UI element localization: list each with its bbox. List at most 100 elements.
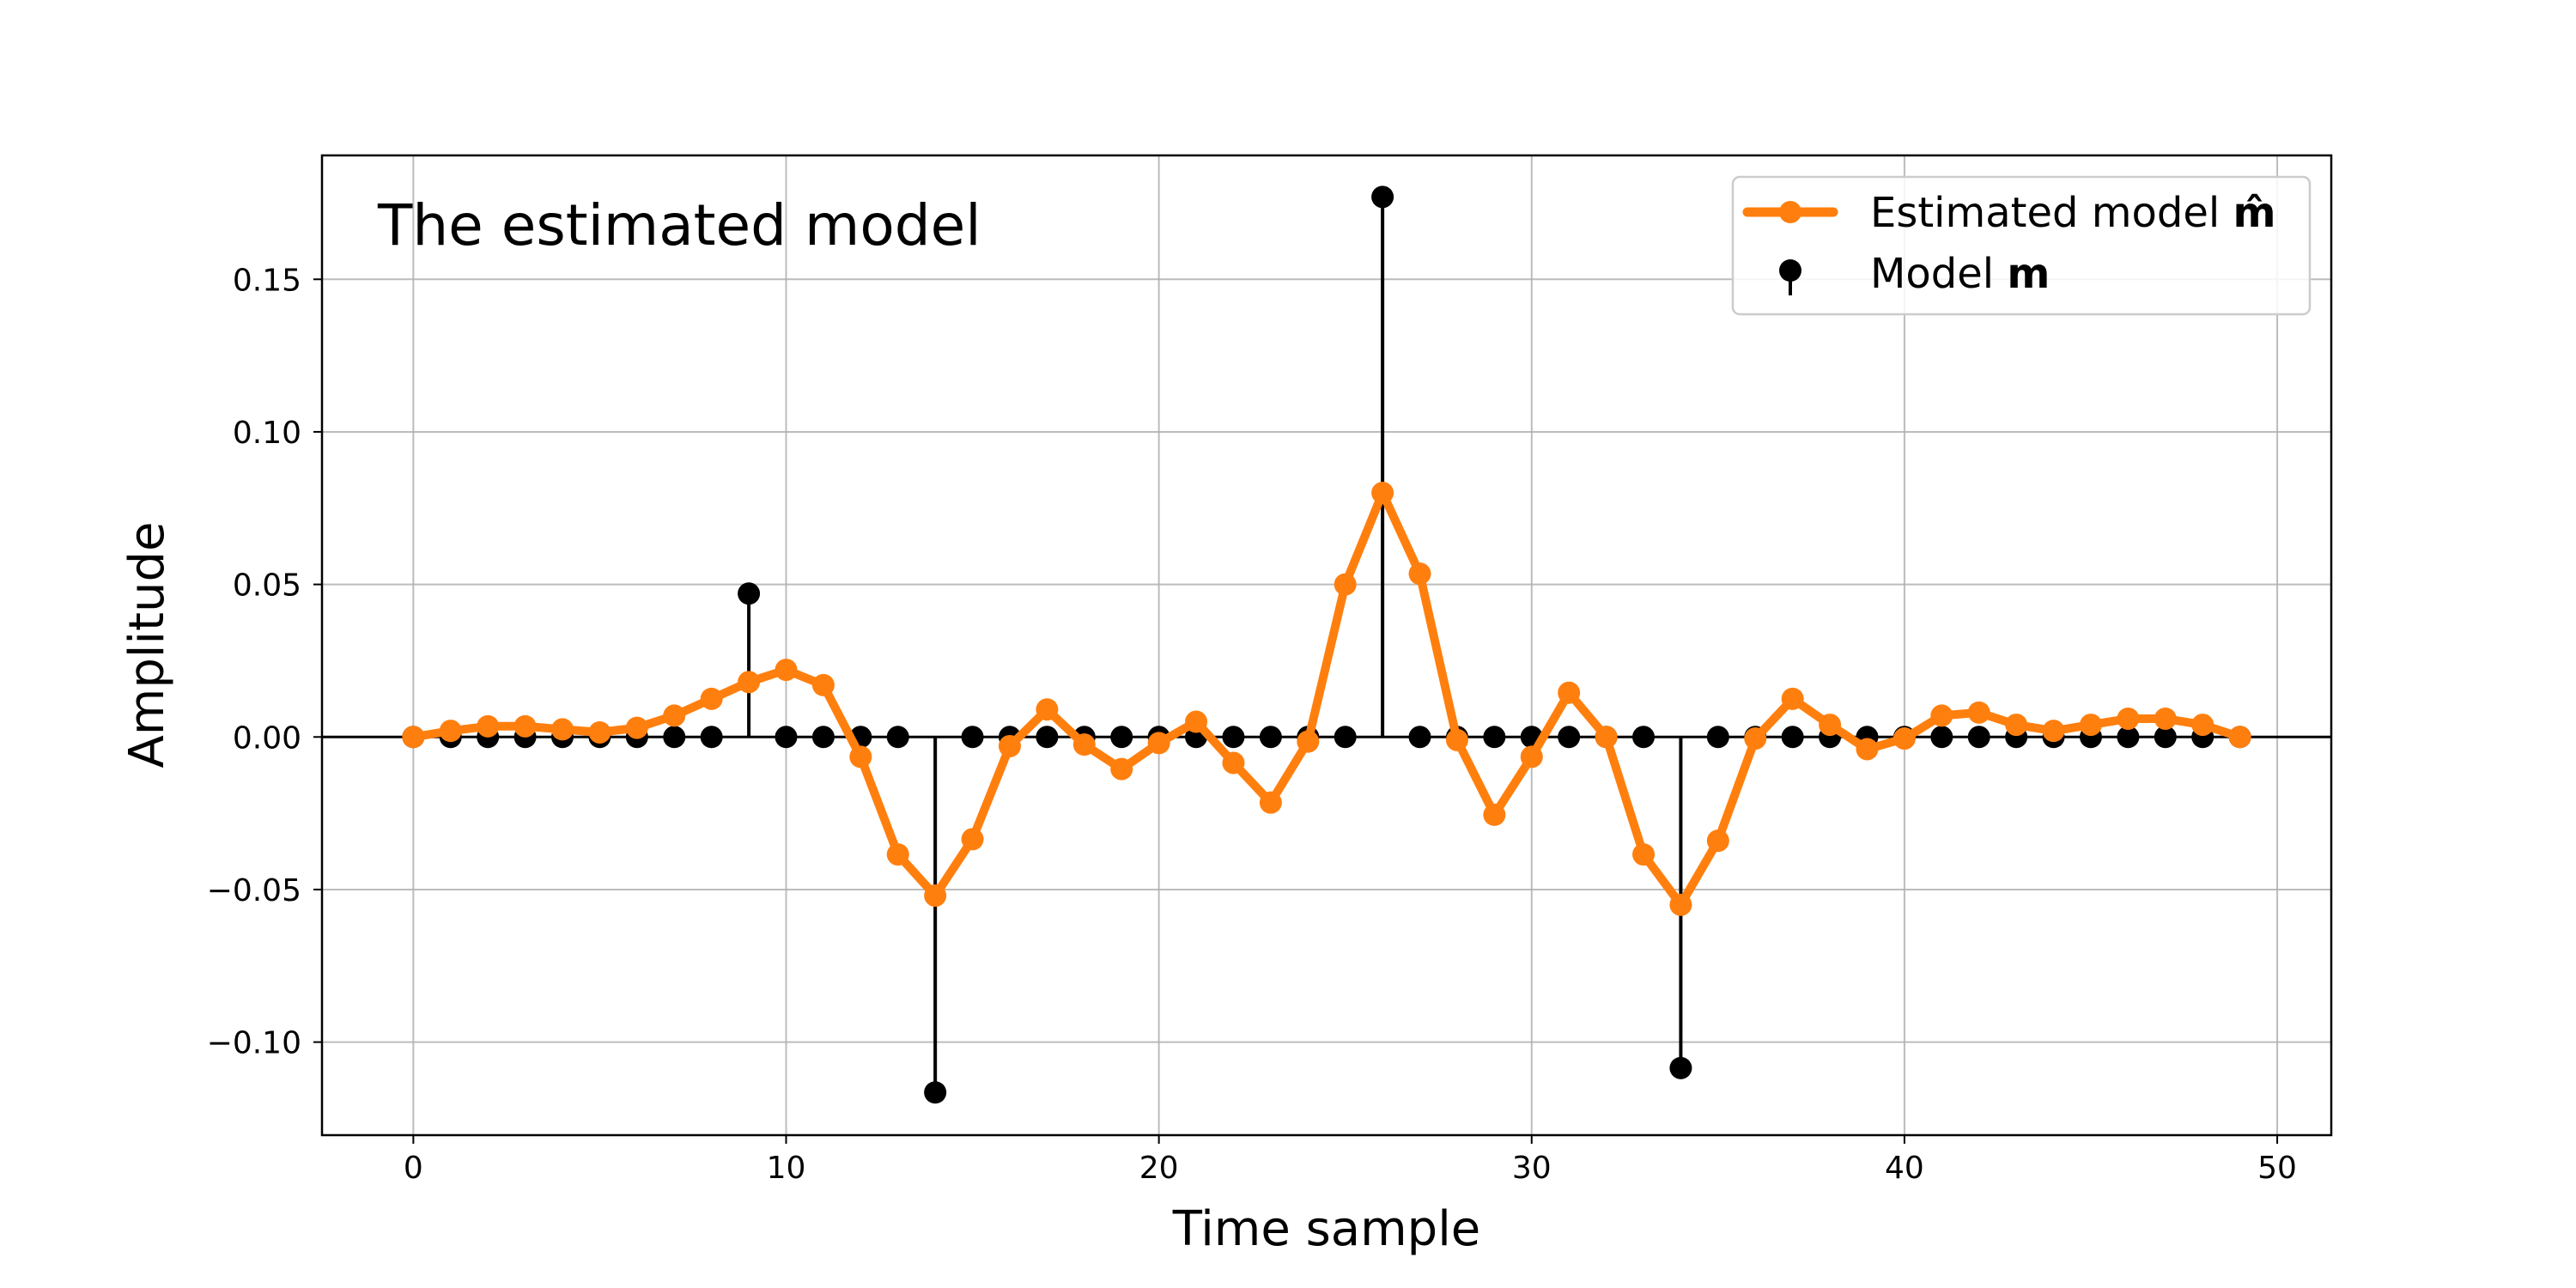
legend-estimated-symbol: m̂	[2233, 189, 2275, 237]
estimated-model-marker	[1408, 562, 1431, 586]
legend-model-symbol: m	[2007, 250, 2050, 298]
estimated-model-marker	[477, 714, 500, 738]
plot-frame	[320, 154, 2333, 1137]
estimated-model-marker	[663, 704, 686, 727]
estimated-model-marker	[2042, 720, 2065, 743]
estimated-model-marker	[551, 718, 574, 741]
model-stem-marker	[775, 726, 798, 749]
estimated-model-marker	[998, 734, 1021, 757]
estimated-model-marker	[625, 716, 648, 739]
legend-estimated-label: Estimated model m̂	[1870, 189, 2275, 237]
model-stem-marker	[1371, 185, 1394, 209]
chart-annotation: The estimated model	[377, 192, 981, 258]
model-stem-marker	[886, 726, 909, 749]
estimated-model-marker	[513, 714, 537, 738]
estimated-model-marker	[2191, 714, 2215, 737]
x-tick-label: 0	[404, 1151, 423, 1186]
estimated-model-marker	[961, 828, 984, 851]
estimated-model-marker	[738, 671, 761, 694]
estimated-model-marker	[2154, 707, 2177, 730]
estimated-model-marker	[1371, 482, 1394, 505]
model-stem-marker	[961, 726, 984, 749]
y-tick-label: 0.00	[233, 720, 301, 756]
estimated-model-marker	[2228, 726, 2251, 749]
estimated-model-marker	[1110, 757, 1133, 781]
estimated-series	[402, 482, 2251, 916]
x-tick-label: 20	[1139, 1151, 1179, 1186]
estimated-model-marker	[1558, 681, 1581, 704]
model-stem-marker	[1781, 726, 1804, 749]
estimated-model-marker	[1334, 573, 1357, 596]
y-axis-label: Amplitude	[119, 522, 175, 769]
estimated-model-marker	[1856, 738, 1879, 761]
estimated-model-marker	[1520, 745, 1543, 769]
estimated-model-marker	[2005, 714, 2028, 737]
estimated-model-marker	[402, 726, 425, 749]
x-axis-label: Time sample	[1172, 1201, 1480, 1257]
model-stem-marker	[1036, 726, 1059, 749]
legend-model-marker	[1779, 259, 1801, 282]
model-stem-marker	[663, 726, 686, 749]
model-stem-marker	[1930, 726, 1953, 749]
estimated-model-marker	[811, 673, 835, 696]
model-stem-marker	[1706, 726, 1729, 749]
legend: Estimated model m̂ Model m	[1731, 175, 2312, 316]
estimated-model-marker	[1185, 710, 1208, 733]
estimated-model-marker	[2079, 714, 2102, 737]
axis-ticks: 0 10 20 30 40 50 −0.10 −0.05 0.00 0.05 0.10 0.15	[207, 263, 2297, 1186]
estimated-model-marker	[1072, 733, 1096, 756]
model-stem-marker	[1483, 726, 1506, 749]
model-stem-marker	[1967, 726, 1990, 749]
estimated-model-marker	[1930, 704, 1953, 727]
estimated-model-marker	[1445, 728, 1468, 751]
estimated-model-marker	[588, 720, 611, 744]
estimated-model-marker	[1893, 727, 1916, 750]
model-stem-marker	[1669, 1056, 1692, 1079]
estimated-model-marker	[1595, 726, 1618, 749]
model-stem-marker	[1408, 726, 1431, 749]
model-stem-marker	[1334, 726, 1357, 749]
model-stem-marker	[2154, 726, 2177, 749]
legend-model-text: Model	[1870, 250, 2007, 298]
model-stem-marker	[700, 726, 723, 749]
y-tick-label: −0.05	[207, 873, 301, 908]
estimated-model-marker	[1781, 687, 1804, 710]
y-tick-label: −0.10	[207, 1026, 301, 1061]
estimated-model-marker	[1744, 727, 1767, 750]
model-stem-marker	[1558, 726, 1581, 749]
x-tick-label: 30	[1512, 1151, 1552, 1186]
legend-box	[1731, 175, 2312, 316]
x-tick-label: 10	[767, 1151, 806, 1186]
estimated-model-marker	[1036, 698, 1059, 721]
model-stem-marker	[2117, 726, 2140, 749]
model-stem-marker	[738, 582, 761, 605]
y-tick-label: 0.15	[233, 263, 301, 298]
model-stem-marker	[1110, 726, 1133, 749]
legend-model-label: Model m	[1870, 250, 2050, 298]
model-stem-marker	[1222, 726, 1245, 749]
estimated-model-marker	[439, 720, 462, 743]
estimated-model-marker	[2117, 707, 2140, 730]
estimated-model-marker	[1259, 791, 1282, 814]
estimated-model-marker	[700, 687, 723, 710]
estimated-model-marker	[1967, 701, 1990, 724]
estimated-model-marker	[1483, 803, 1506, 826]
estimated-model-marker	[775, 659, 798, 682]
estimated-model-marker	[849, 745, 872, 769]
estimated-model-marker	[1297, 730, 1320, 753]
estimated-model-marker	[1669, 893, 1692, 916]
x-tick-label: 40	[1885, 1151, 1924, 1186]
legend-estimated-marker	[1779, 201, 1801, 223]
model-stem-marker	[811, 726, 835, 749]
estimated-model-marker	[1632, 843, 1656, 866]
x-tick-label: 50	[2257, 1151, 2297, 1186]
estimated-model-marker	[886, 843, 909, 866]
estimated-model-marker	[1147, 732, 1170, 755]
y-tick-label: 0.05	[233, 568, 301, 604]
legend-estimated-text: Estimated model	[1870, 189, 2233, 237]
estimated-model-marker	[1819, 714, 1842, 737]
model-stem-marker	[924, 1081, 947, 1104]
model-stem-marker	[1632, 726, 1656, 749]
estimated-model-marker	[1706, 829, 1729, 853]
